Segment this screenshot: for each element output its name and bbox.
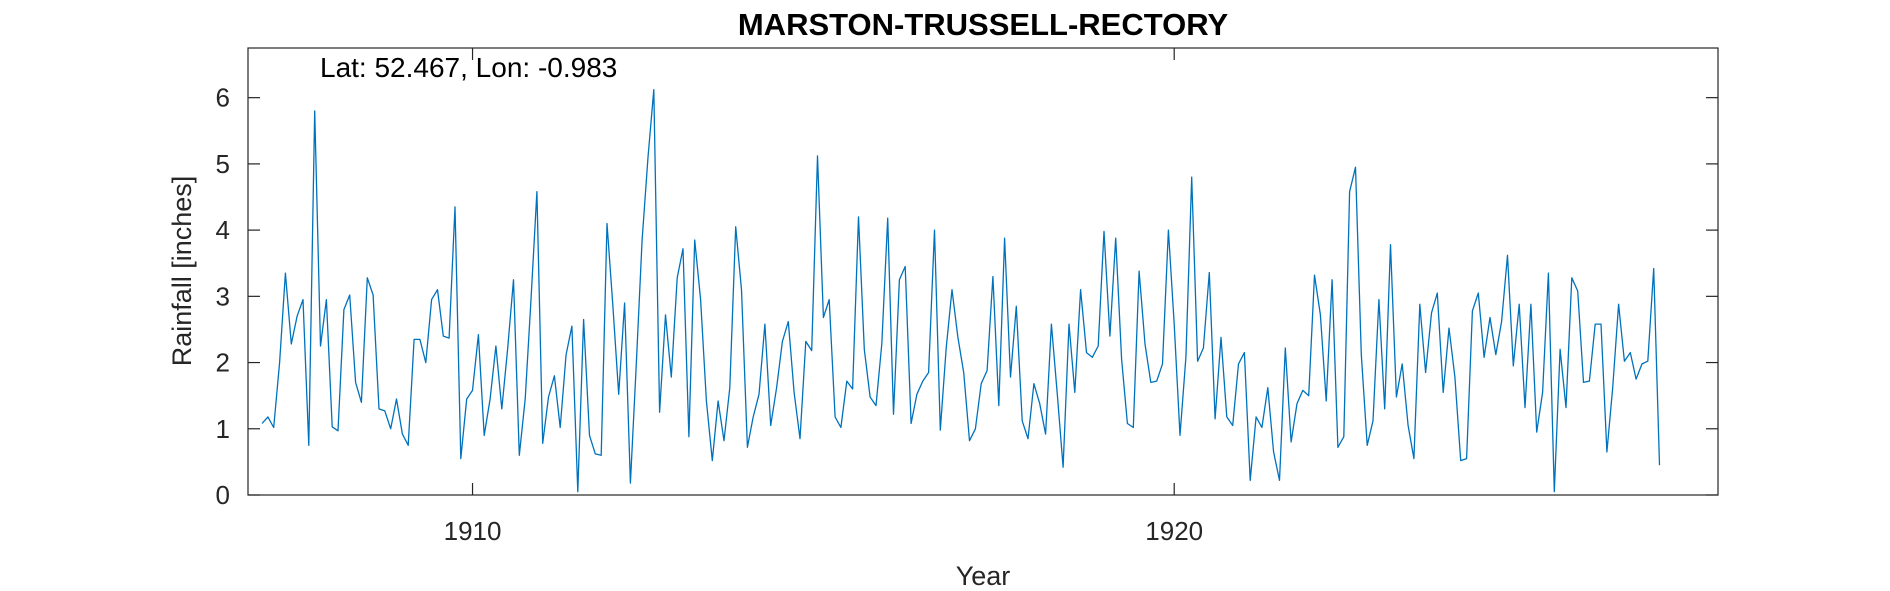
y-axis-label: Rainfall [inches]: [167, 176, 197, 367]
y-tick-label-0: 0: [216, 480, 230, 510]
y-tick-label-1: 1: [216, 414, 230, 444]
plot-area-frame: [247, 47, 1719, 496]
location-annotation: Lat: 52.467, Lon: -0.983: [320, 52, 617, 83]
y-tick-label-3: 3: [216, 281, 230, 311]
y-tick-label-5: 5: [216, 149, 230, 179]
y-axis-ticks: 0 1 2 3 4 5 6: [216, 83, 1718, 510]
x-axis-label: Year: [956, 561, 1011, 591]
rainfall-series-line: [261, 89, 1661, 493]
x-tick-label-1920: 1920: [1145, 516, 1203, 546]
chart-title: MARSTON-TRUSSELL-RECTORY: [738, 7, 1229, 42]
y-tick-label-4: 4: [216, 215, 230, 245]
x-axis-ticks: 1910 1920: [444, 48, 1203, 546]
x-tick-label-1910: 1910: [444, 516, 502, 546]
y-tick-label-2: 2: [216, 348, 230, 378]
y-tick-label-6: 6: [216, 83, 230, 113]
